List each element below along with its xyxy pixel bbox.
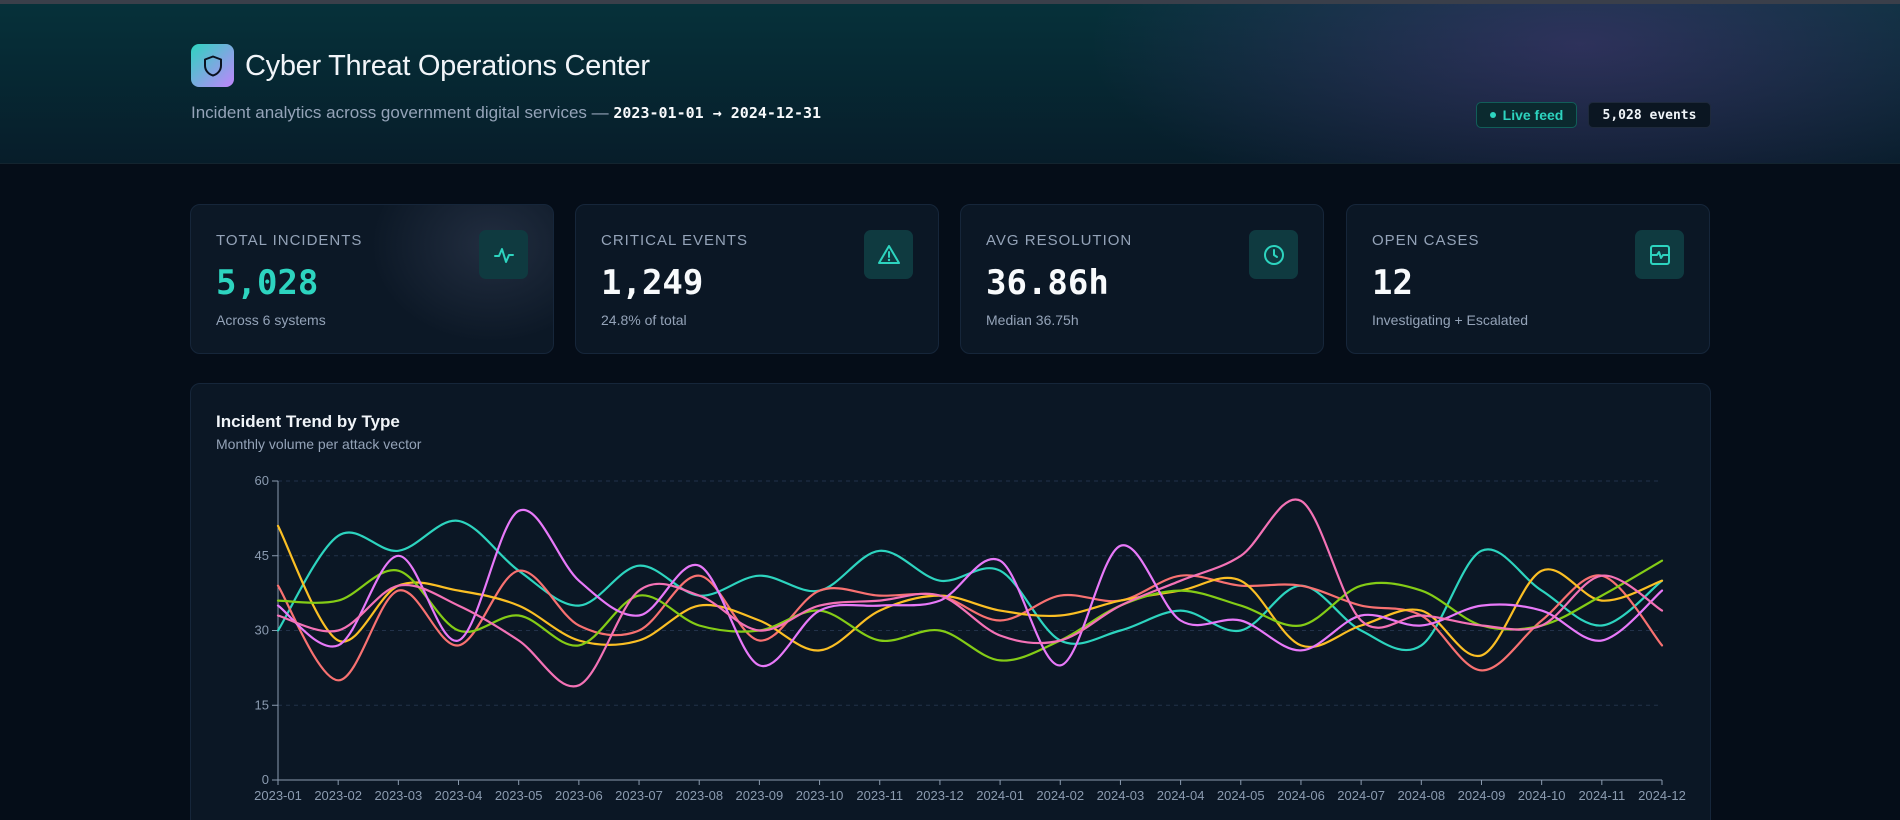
- y-tick-label: 60: [255, 473, 269, 488]
- x-tick-label: 2023-08: [675, 788, 723, 803]
- x-tick-label: 2023-02: [314, 788, 362, 803]
- kpi-card-avg-resolution: AVG RESOLUTION 36.86h Median 36.75h: [960, 204, 1324, 354]
- kpi-icon-box: [1635, 230, 1684, 279]
- x-tick-label: 2024-02: [1036, 788, 1084, 803]
- kpi-value: 12: [1372, 263, 1413, 303]
- x-tick-label: 2023-12: [916, 788, 964, 803]
- incident-trend-panel: Incident Trend by Type Monthly volume pe…: [190, 383, 1711, 820]
- clock-icon: [1263, 244, 1284, 265]
- subtitle-text: Incident analytics across government dig…: [191, 103, 609, 122]
- live-feed-label: Live feed: [1502, 107, 1564, 123]
- kpi-subtext: Across 6 systems: [216, 312, 326, 328]
- series-line-3: [276, 524, 1664, 658]
- events-count-badge: 5,028 events: [1588, 102, 1711, 128]
- shield-icon: [203, 55, 222, 76]
- kpi-label: AVG RESOLUTION: [986, 232, 1133, 249]
- x-tick-label: 2024-03: [1097, 788, 1145, 803]
- kpi-card-total-incidents: TOTAL INCIDENTS 5,028 Across 6 systems: [190, 204, 554, 354]
- live-feed-badge[interactable]: Live feed: [1476, 102, 1577, 128]
- case-icon: [1649, 244, 1670, 265]
- x-tick-label: 2023-04: [435, 788, 483, 803]
- y-tick-label: 15: [255, 697, 269, 712]
- activity-icon: [493, 247, 514, 263]
- series-line-1: [276, 519, 1664, 652]
- kpi-subtext: 24.8% of total: [601, 312, 687, 328]
- kpi-value: 36.86h: [986, 263, 1109, 303]
- series-line-4: [276, 559, 1664, 662]
- kpi-icon-box: [479, 230, 528, 279]
- x-tick-label: 2024-12: [1638, 788, 1686, 803]
- x-tick-label: 2023-01: [254, 788, 302, 803]
- kpi-label: TOTAL INCIDENTS: [216, 232, 363, 249]
- x-tick-label: 2023-05: [495, 788, 543, 803]
- x-tick-label: 2023-09: [736, 788, 784, 803]
- chart-title: Incident Trend by Type: [216, 412, 400, 431]
- chart-subtitle: Monthly volume per attack vector: [216, 436, 422, 452]
- kpi-label: OPEN CASES: [1372, 232, 1480, 249]
- kpi-card-critical-events: CRITICAL EVENTS 1,249 24.8% of total: [575, 204, 939, 354]
- page-header: Cyber Threat Operations Center Incident …: [0, 4, 1900, 164]
- kpi-subtext: Median 36.75h: [986, 312, 1079, 328]
- x-tick-label: 2023-10: [796, 788, 844, 803]
- kpi-icon-box: [864, 230, 913, 279]
- incident-trend-chart: 0 15 30 45 60 2023-01 2023-02 2023-03 2023-04 202…: [254, 473, 1686, 803]
- x-tick-label: 2023-11: [856, 788, 903, 803]
- kpi-icon-box: [1249, 230, 1298, 279]
- kpi-label: CRITICAL EVENTS: [601, 232, 748, 249]
- page-title: Cyber Threat Operations Center: [245, 50, 650, 82]
- y-tick-label: 45: [255, 548, 269, 563]
- x-tick-label: 2024-08: [1397, 788, 1445, 803]
- page-subtitle: Incident analytics across government dig…: [191, 103, 821, 123]
- kpi-value: 5,028: [216, 263, 319, 303]
- alert-triangle-icon: [877, 244, 900, 264]
- y-tick-label: 0: [262, 772, 269, 787]
- app-logo: [191, 44, 234, 87]
- x-tick-label: 2024-01: [976, 788, 1024, 803]
- kpi-value: 1,249: [601, 263, 704, 303]
- y-tick-label: 30: [255, 623, 269, 638]
- x-tick-label: 2023-07: [615, 788, 663, 803]
- x-tick-label: 2024-07: [1337, 788, 1385, 803]
- events-count-label: 5,028 events: [1602, 107, 1697, 123]
- x-tick-label: 2024-10: [1518, 788, 1566, 803]
- x-tick-label: 2024-05: [1217, 788, 1265, 803]
- x-tick-label: 2024-06: [1277, 788, 1325, 803]
- kpi-card-open-cases: OPEN CASES 12 Investigating + Escalated: [1346, 204, 1710, 354]
- date-range: 2023-01-01 → 2024-12-31: [613, 104, 822, 122]
- live-dot-icon: [1489, 112, 1496, 118]
- x-tick-label: 2024-04: [1157, 788, 1205, 803]
- kpi-subtext: Investigating + Escalated: [1372, 312, 1529, 328]
- x-tick-label: 2023-03: [374, 788, 422, 803]
- x-tick-label: 2024-09: [1458, 788, 1506, 803]
- x-tick-label: 2023-06: [555, 788, 603, 803]
- x-tick-label: 2024-11: [1578, 788, 1625, 803]
- series-line-6: [276, 498, 1664, 688]
- top-border: [0, 0, 1900, 4]
